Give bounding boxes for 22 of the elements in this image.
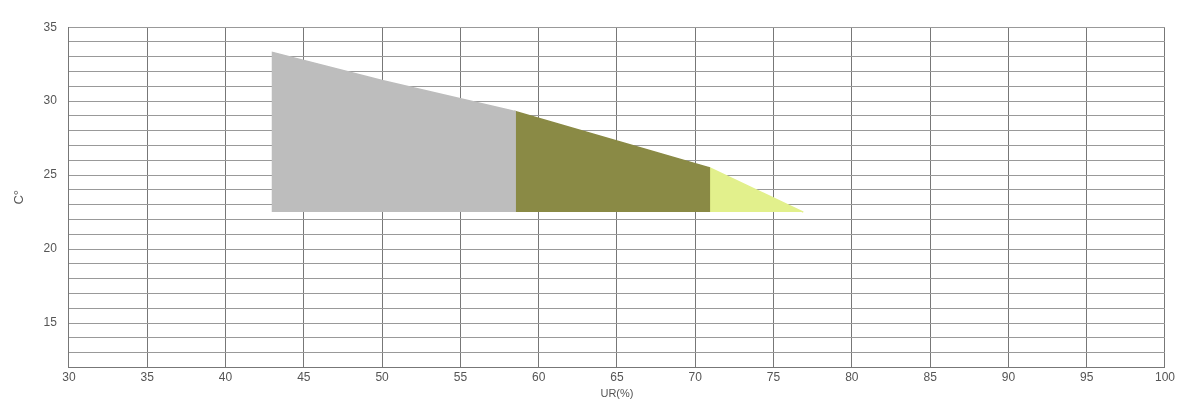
y-axis-title: C° — [11, 190, 27, 205]
x-tick-label: 65 — [610, 369, 624, 384]
x-tick-label: 100 — [1154, 369, 1176, 384]
x-tick-label: 80 — [845, 369, 859, 384]
x-tick-label: 50 — [375, 369, 390, 384]
x-axis-title: UR(%) — [600, 387, 634, 400]
y-tick-label: 30 — [43, 93, 58, 108]
x-tick-label: 55 — [453, 369, 468, 384]
y-tick-label: 25 — [43, 167, 58, 182]
x-tick-label: 90 — [1001, 369, 1016, 384]
x-tick-label: 95 — [1080, 369, 1094, 384]
x-tick-label: 45 — [297, 369, 311, 384]
x-tick-label: 60 — [532, 369, 546, 384]
x-tick-label: 70 — [688, 369, 703, 384]
x-tick-label: 35 — [140, 369, 155, 384]
x-tick-label: 40 — [218, 369, 233, 384]
y-tick-label: 15 — [43, 315, 58, 330]
y-tick-label: 35 — [43, 19, 58, 34]
x-tick-label: 30 — [62, 369, 76, 384]
x-tick-label: 75 — [766, 369, 781, 384]
x-tick-label: 85 — [923, 369, 938, 384]
y-tick-label: 20 — [43, 241, 58, 256]
